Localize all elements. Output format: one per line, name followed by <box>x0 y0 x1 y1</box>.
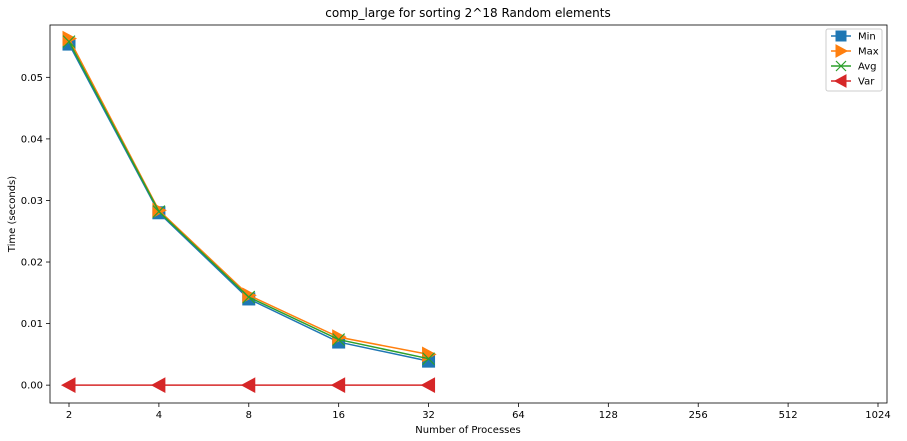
series-min <box>62 37 436 368</box>
x-tick-label: 32 <box>422 410 435 421</box>
series-avg-line <box>68 41 429 360</box>
legend: Min Max Avg Var <box>825 28 883 92</box>
series-avg-point <box>152 205 166 218</box>
y-tick-label: 0.05 <box>21 73 43 84</box>
y-tick-label: 0.00 <box>21 381 43 392</box>
x-tick-label: 64 <box>512 410 525 421</box>
legend-item-avg: Avg <box>831 60 877 73</box>
x-axis-label: Number of Processes <box>415 425 520 436</box>
x-tick-label: 2 <box>66 410 72 421</box>
series-max-line <box>68 38 429 356</box>
series-var-point <box>330 377 346 393</box>
legend-frame <box>825 28 883 92</box>
marker-stroke <box>835 60 847 72</box>
series-var <box>60 377 436 393</box>
series-max-point <box>242 287 257 304</box>
legend-item-max: Max <box>831 44 879 58</box>
marker-stroke <box>332 333 346 347</box>
legend-label: Avg <box>858 62 877 73</box>
legend-label: Var <box>858 77 875 88</box>
legend-marker <box>833 74 847 88</box>
x-tick-label: 8 <box>246 410 252 421</box>
series-avg-point <box>62 35 76 49</box>
y-tick-label: 0.02 <box>21 258 43 269</box>
x-tick-label: 16 <box>332 410 345 421</box>
y-tick-label: 0.03 <box>21 196 43 207</box>
legend-marker <box>835 30 847 42</box>
series-avg-point <box>332 333 346 347</box>
series-var-point <box>240 377 256 393</box>
x-axis: 2 4 8 16 32 64 128 256 512 1024 <box>66 403 891 421</box>
series-avg <box>62 35 435 366</box>
marker-stroke <box>152 205 166 218</box>
x-tick-label: 512 <box>779 410 798 421</box>
series-avg-point <box>422 352 435 366</box>
series-avg-point <box>242 290 256 304</box>
legend-label: Min <box>858 32 876 43</box>
y-tick-label: 0.01 <box>21 319 43 330</box>
series-min-line <box>68 43 429 362</box>
y-axis: 0.00 0.01 0.02 0.03 0.04 0.05 <box>21 73 50 392</box>
legend-marker <box>835 60 847 72</box>
series-var-point <box>150 377 166 393</box>
legend-item-min: Min <box>831 30 876 43</box>
legend-item-var: Var <box>831 74 875 88</box>
series-var-point <box>60 377 76 393</box>
plot-area <box>49 24 888 404</box>
y-tick-label: 0.04 <box>21 134 43 145</box>
legend-label: Max <box>858 47 879 58</box>
x-tick-label: 4 <box>156 410 162 421</box>
marker-stroke <box>62 35 76 49</box>
marker-stroke <box>242 290 256 304</box>
x-tick-label: 1024 <box>865 410 890 421</box>
chart-title: comp_large for sorting 2^18 Random eleme… <box>325 6 610 20</box>
marker-stroke <box>422 352 435 366</box>
y-axis-label: Time (seconds) <box>7 176 18 253</box>
x-tick-label: 256 <box>689 410 708 421</box>
series-max <box>62 30 437 363</box>
series-layer <box>60 30 437 393</box>
series-var-point <box>420 377 436 393</box>
x-tick-label: 128 <box>599 410 618 421</box>
legend-marker <box>835 44 849 58</box>
